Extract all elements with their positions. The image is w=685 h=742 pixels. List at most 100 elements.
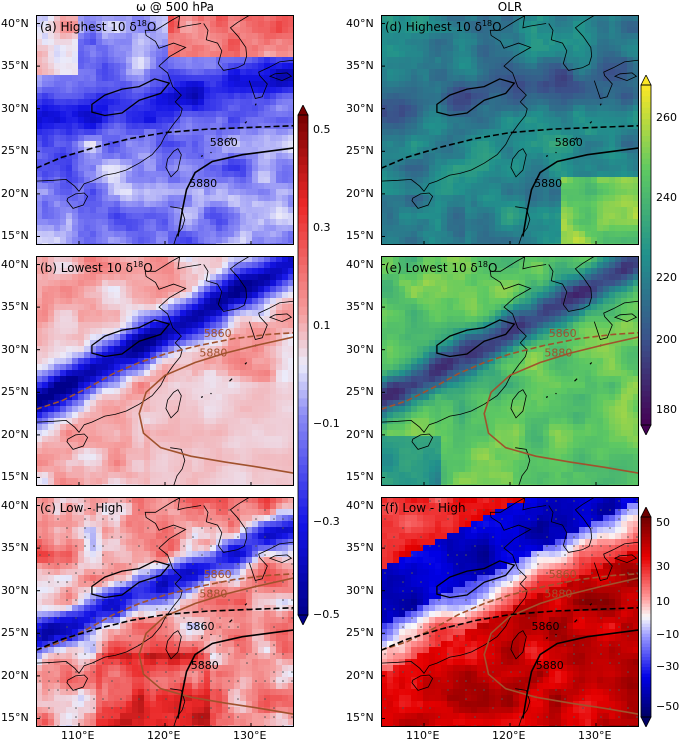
y-tick-label: 35°N — [1, 59, 29, 73]
y-tick-label: 40°N — [346, 498, 374, 512]
field-b — [36, 256, 294, 486]
y-tick-label: 15°N — [346, 470, 374, 484]
map-d: 5860 5880 — [381, 15, 639, 245]
contour-5860-low-label: 5860 — [549, 568, 577, 581]
olr-diff-colorbar-tick-label: −30 — [656, 660, 680, 673]
contour-5880-low-label: 5880 — [544, 347, 572, 360]
olr-colorbar-tick-label: 220 — [656, 271, 677, 284]
omega-colorbar — [297, 105, 309, 625]
field-c — [36, 497, 294, 727]
omega-colorbar-tick-label: 0.5 — [313, 123, 331, 136]
y-tick-label: 35°N — [346, 541, 374, 555]
x-tick-label: 110°E — [61, 729, 95, 742]
contour-5860-low-label: 5860 — [549, 327, 577, 340]
coastlines-b — [36, 256, 294, 486]
y-tick-label: 40°N — [1, 498, 29, 512]
y-tick-label: 15°N — [1, 229, 29, 243]
olr-colorbar-tick-label: 240 — [656, 191, 677, 204]
contour-5860-low-label: 5860 — [204, 327, 232, 340]
y-tick-label: 20°N — [346, 668, 374, 682]
olr-diff-colorbar-tick-label: 10 — [656, 595, 670, 608]
olr-diff-colorbar-tick-label: −10 — [656, 628, 680, 641]
coastlines-d — [381, 15, 639, 245]
panel-label-b: (b) Lowest 10 δ18O — [40, 260, 153, 275]
map-c: 5860 5880 5860 5880 — [36, 497, 294, 727]
y-tick-label: 25°N — [346, 144, 374, 158]
panel-label-a: (a) Highest 10 δ18O — [40, 19, 157, 34]
panel-e: 5860 5880 (e) Lowest 10 δ18O — [381, 256, 639, 486]
y-tick-label: 20°N — [1, 186, 29, 200]
field-e — [381, 256, 639, 486]
panel-b: 5860 5880 (b) Lowest 10 δ18O — [36, 256, 294, 486]
omega-colorbar-tick-label: 0.1 — [313, 319, 331, 332]
map-e: 5860 5880 — [381, 256, 639, 486]
contour-5880-high-line — [177, 147, 294, 237]
y-tick-label: 35°N — [346, 59, 374, 73]
y-tick-label: 40°N — [1, 16, 29, 30]
y-tick-label: 35°N — [1, 541, 29, 555]
coastlines-c — [36, 497, 294, 727]
panel-f: 5860 5880 5860 5880 (f) Low - High — [381, 497, 639, 727]
panel-a: 5860 5880 (a) Highest 10 δ18O — [36, 15, 294, 245]
panel-label-e: (e) Lowest 10 δ18O — [385, 260, 498, 275]
contour-5860-low-label: 5860 — [204, 568, 232, 581]
y-tick-label: 30°N — [346, 101, 374, 115]
y-tick-label: 25°N — [1, 385, 29, 399]
y-tick-label: 35°N — [346, 300, 374, 314]
y-tick-label: 30°N — [346, 583, 374, 597]
olr-column-title: OLR — [497, 0, 523, 14]
omega-colorbar-tick-label: −0.3 — [313, 515, 340, 528]
panel-label-d: (d) Highest 10 δ18O — [385, 19, 502, 34]
contour-5860-high-label: 5860 — [210, 136, 238, 149]
y-tick-label: 25°N — [1, 144, 29, 158]
coastlines-f — [381, 497, 639, 727]
y-tick-label: 25°N — [1, 626, 29, 640]
panel-label-f: (f) Low - High — [385, 501, 466, 515]
contour-5880-low-line — [483, 336, 639, 474]
contour-5880-low-line — [138, 577, 294, 715]
contour-5860-high-label: 5860 — [532, 620, 560, 633]
y-tick-label: 15°N — [346, 229, 374, 243]
y-tick-label: 25°N — [346, 626, 374, 640]
contour-5860-low-line — [36, 331, 294, 411]
y-tick-label: 25°N — [346, 385, 374, 399]
contour-5880-high-label: 5880 — [534, 177, 562, 190]
coastlines-e — [381, 256, 639, 486]
olr-diff-colorbar-tick-label: −50 — [656, 700, 680, 713]
x-tick-label: 110°E — [406, 729, 440, 742]
contour-5880-low-label: 5880 — [199, 347, 227, 360]
y-tick-label: 20°N — [1, 668, 29, 682]
contour-5880-low-label: 5880 — [199, 588, 227, 601]
contour-5880-high-label: 5880 — [191, 659, 219, 672]
y-tick-label: 35°N — [1, 300, 29, 314]
contour-5860-low-line — [381, 331, 639, 411]
y-tick-label: 40°N — [346, 16, 374, 30]
contour-5880-high-label: 5880 — [189, 177, 217, 190]
contour-5880-low-line — [138, 336, 294, 474]
y-tick-label: 30°N — [346, 342, 374, 356]
y-tick-label: 30°N — [1, 342, 29, 356]
olr-diff-colorbar-tick-label: 30 — [656, 560, 670, 573]
olr-diff-colorbar-tick-label: 50 — [656, 516, 670, 529]
olr-diff-colorbar — [640, 507, 652, 727]
panel-c: 5860 5880 5860 5880 (c) Low - High — [36, 497, 294, 727]
y-tick-label: 40°N — [346, 257, 374, 271]
contour-5860-high-label: 5860 — [555, 136, 583, 149]
map-f: 5860 5880 5860 5880 — [381, 497, 639, 727]
contour-5880-high-label: 5880 — [536, 659, 564, 672]
field-d — [381, 15, 639, 245]
x-tick-label: 120°E — [147, 729, 181, 742]
contour-5860-high-label: 5860 — [187, 620, 215, 633]
olr-colorbar-tick-label: 200 — [656, 333, 677, 346]
y-tick-label: 20°N — [346, 427, 374, 441]
x-tick-label: 130°E — [233, 729, 267, 742]
coastlines-a — [36, 15, 294, 245]
y-tick-label: 20°N — [1, 427, 29, 441]
panel-label-c: (c) Low - High — [40, 501, 123, 515]
y-tick-label: 30°N — [1, 101, 29, 115]
y-tick-label: 30°N — [1, 583, 29, 597]
y-tick-label: 40°N — [1, 257, 29, 271]
x-tick-label: 130°E — [578, 729, 612, 742]
y-tick-label: 15°N — [1, 711, 29, 725]
